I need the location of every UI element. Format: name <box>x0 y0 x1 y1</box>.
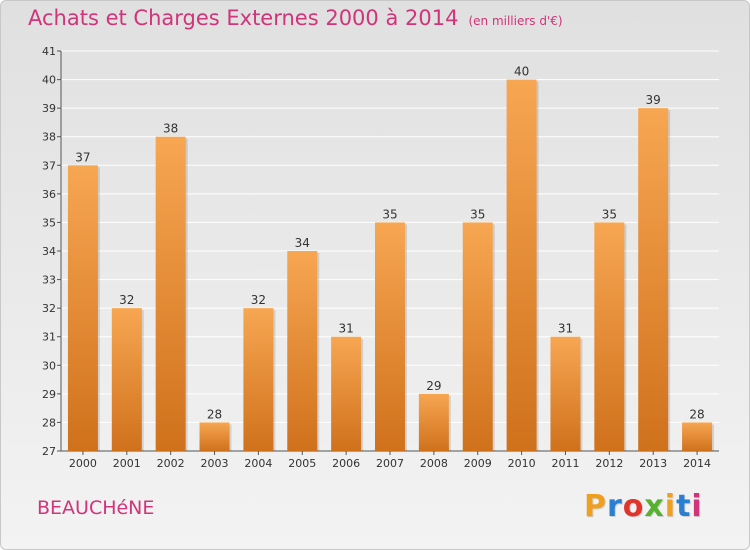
x-tick-label: 2012 <box>595 457 623 470</box>
bar <box>243 308 274 451</box>
x-tick-label: 2005 <box>288 457 316 470</box>
bars <box>67 79 715 452</box>
bar-value-label: 31 <box>338 322 353 336</box>
chart-title: Achats et Charges Externes 2000 à 2014 (e… <box>28 6 563 30</box>
logo-letter: P <box>584 489 607 524</box>
bar-value-label: 29 <box>426 379 441 393</box>
logo-letter: o <box>622 489 645 524</box>
chart-title-text: Achats et Charges Externes 2000 à 2014 <box>28 6 459 30</box>
bar-value-label: 31 <box>558 322 573 336</box>
value-labels: 37 32 38 28 32 34 31 35 29 35 40 31 35 39 28 <box>75 65 704 422</box>
x-tick-labels: 2000 2001 2002 2003 2004 2005 2006 2007 2008 2009… <box>69 457 711 470</box>
y-tick-label: 34 <box>42 245 56 258</box>
x-tick-label: 2007 <box>376 457 404 470</box>
y-tick-labels: 27 28 29 30 31 32 33 34 35 36 37 38 39 40 41 <box>42 45 56 458</box>
y-tick-label: 29 <box>42 388 56 401</box>
bar <box>199 422 230 451</box>
logo-letter: x <box>644 489 665 524</box>
x-tick-label: 2001 <box>113 457 141 470</box>
bar-value-label: 32 <box>251 293 266 307</box>
commune-name: BEAUCHéNE <box>37 497 155 519</box>
x-tick-label: 2002 <box>157 457 185 470</box>
x-tick-label: 2013 <box>639 457 667 470</box>
x-tick-label: 2011 <box>551 457 579 470</box>
bar <box>111 308 142 451</box>
x-tick-label: 2010 <box>508 457 536 470</box>
bar <box>67 165 98 452</box>
y-tick-label: 40 <box>42 74 56 87</box>
bar-value-label: 38 <box>163 122 178 136</box>
bar-value-label: 40 <box>514 65 529 79</box>
logo-letter: r <box>607 489 623 524</box>
y-tick-label: 31 <box>42 331 56 344</box>
bar <box>594 222 625 451</box>
bar-value-label: 28 <box>207 407 222 421</box>
y-tick-label: 33 <box>42 274 56 287</box>
proxiti-logo: Proxiti <box>584 489 703 524</box>
y-tick-label: 32 <box>42 302 56 315</box>
bar-value-label: 37 <box>75 150 90 164</box>
y-tick-label: 36 <box>42 188 56 201</box>
x-tick-label: 2014 <box>683 457 711 470</box>
y-tick-label: 35 <box>42 216 56 229</box>
logo-letter: i <box>664 489 677 524</box>
x-tick-label: 2003 <box>201 457 229 470</box>
bar-value-label: 32 <box>119 293 134 307</box>
bar <box>418 393 449 451</box>
bar <box>550 336 581 451</box>
chart-subtitle: (en milliers d'€) <box>468 14 563 28</box>
bar-value-label: 35 <box>470 207 485 221</box>
y-tick-label: 41 <box>42 45 56 58</box>
y-tick-label: 39 <box>42 102 56 115</box>
bar <box>375 222 405 451</box>
y-tick-label: 30 <box>42 359 56 372</box>
x-tick-label: 2009 <box>464 457 492 470</box>
bar <box>682 422 713 451</box>
x-tick-label: 2008 <box>420 457 448 470</box>
bar <box>155 136 186 451</box>
bar-value-label: 35 <box>382 207 397 221</box>
y-tick-label: 38 <box>42 131 56 144</box>
bar-value-label: 39 <box>646 93 661 107</box>
y-tick-label: 28 <box>42 416 56 429</box>
x-tick-label: 2004 <box>244 457 272 470</box>
y-tick-label: 37 <box>42 159 56 172</box>
y-tick-label: 27 <box>42 445 56 458</box>
x-tick-label: 2006 <box>332 457 360 470</box>
bar-value-label: 34 <box>295 236 310 250</box>
bar-value-label: 28 <box>689 407 704 421</box>
bar <box>462 222 493 451</box>
logo-letter: t <box>676 489 692 524</box>
x-tick-label: 2000 <box>69 457 97 470</box>
bar <box>331 336 362 451</box>
bar <box>638 108 669 452</box>
bar <box>287 251 318 451</box>
logo-letter: i <box>691 489 703 524</box>
bar <box>506 79 537 452</box>
bar-value-label: 35 <box>602 207 617 221</box>
